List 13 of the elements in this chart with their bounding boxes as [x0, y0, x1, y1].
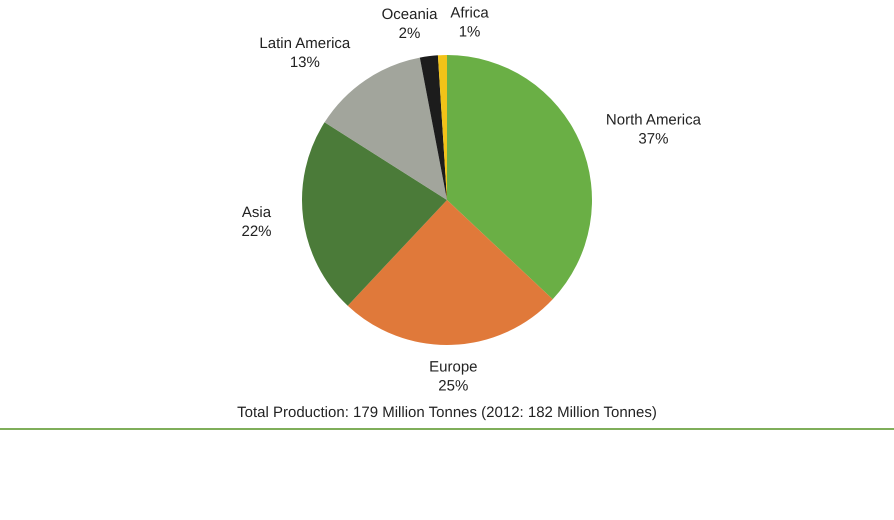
data-label: 37% — [638, 130, 668, 148]
data-label: 1% — [458, 24, 480, 41]
slice-label: North America — [606, 111, 702, 128]
slice-label: Europe — [429, 358, 478, 376]
slice-label: Asia — [242, 204, 272, 221]
slice-label: Latin America — [259, 35, 351, 52]
text: Total Production: 179 Million Tonnes (2012: 182 Million Tonnes) — [236, 404, 658, 421]
slice-label: Africa — [450, 4, 490, 22]
data-label: 22% — [241, 222, 272, 240]
data-label: 13% — [290, 54, 320, 72]
data-label: 2% — [398, 25, 420, 42]
slice-label: Oceania — [382, 6, 438, 24]
data-label: 25% — [438, 378, 468, 395]
